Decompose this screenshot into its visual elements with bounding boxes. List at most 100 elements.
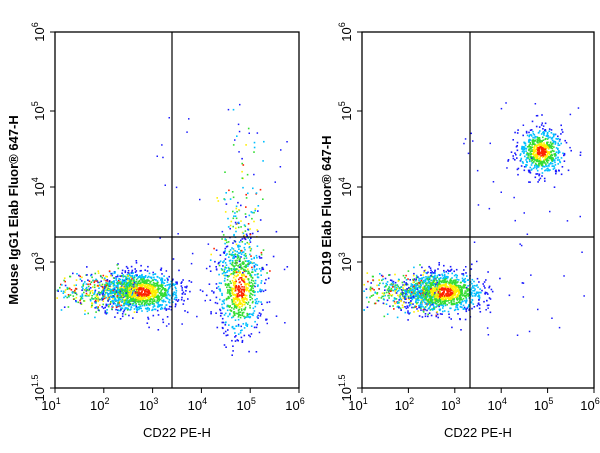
event-dot bbox=[137, 284, 139, 286]
event-dot bbox=[82, 298, 84, 300]
event-dot bbox=[415, 300, 417, 302]
event-dot bbox=[122, 313, 124, 315]
event-dot bbox=[448, 313, 450, 315]
event-dot bbox=[70, 294, 72, 296]
event-dot bbox=[260, 291, 262, 293]
event-dot bbox=[448, 297, 450, 299]
event-dot bbox=[232, 226, 234, 228]
event-dot bbox=[143, 279, 145, 281]
event-dot bbox=[220, 254, 222, 256]
event-dot bbox=[427, 300, 429, 302]
event-dot bbox=[100, 292, 102, 294]
event-dot bbox=[251, 293, 253, 295]
event-dot bbox=[183, 303, 185, 305]
event-dot bbox=[514, 132, 516, 134]
event-dot bbox=[557, 148, 559, 150]
event-dot bbox=[405, 275, 407, 277]
event-dot bbox=[141, 288, 143, 290]
event-dot bbox=[99, 294, 101, 296]
event-dot bbox=[386, 292, 388, 294]
event-dot bbox=[131, 278, 133, 280]
event-dot bbox=[511, 151, 513, 153]
event-dot bbox=[418, 297, 420, 299]
event-dot bbox=[538, 179, 540, 181]
event-dot bbox=[102, 277, 104, 279]
event-dot bbox=[162, 319, 164, 321]
event-dot bbox=[400, 309, 402, 311]
event-dot bbox=[532, 131, 534, 133]
event-dot bbox=[249, 307, 251, 309]
event-dot bbox=[235, 290, 237, 292]
event-dot bbox=[157, 285, 159, 287]
event-dot bbox=[544, 144, 546, 146]
event-dot bbox=[157, 282, 159, 284]
event-dot bbox=[97, 297, 99, 299]
event-dot bbox=[419, 286, 421, 288]
event-dot bbox=[384, 316, 386, 318]
event-dot bbox=[483, 301, 485, 303]
event-dot bbox=[434, 287, 436, 289]
event-dot bbox=[127, 291, 129, 293]
event-dot bbox=[243, 269, 245, 271]
event-dot bbox=[455, 296, 457, 298]
event-dot bbox=[102, 286, 104, 288]
event-dot bbox=[258, 205, 260, 207]
event-dot bbox=[115, 299, 117, 301]
event-dot bbox=[239, 131, 241, 133]
event-dot bbox=[233, 297, 235, 299]
event-dot bbox=[84, 310, 86, 312]
event-dot bbox=[127, 284, 129, 286]
event-dot bbox=[163, 288, 165, 290]
event-dot bbox=[367, 272, 369, 274]
event-dot bbox=[390, 290, 392, 292]
y-tick-exponent: 5 bbox=[30, 101, 40, 106]
event-dot bbox=[388, 291, 390, 293]
event-dot bbox=[99, 282, 101, 284]
event-dot bbox=[456, 269, 458, 271]
event-dot bbox=[252, 269, 254, 271]
event-dot bbox=[100, 281, 102, 283]
event-dot bbox=[115, 276, 117, 278]
event-dot bbox=[254, 291, 256, 293]
event-dot bbox=[246, 234, 248, 236]
event-dot bbox=[537, 181, 539, 183]
event-dot bbox=[242, 297, 244, 299]
event-dot bbox=[210, 270, 212, 272]
event-dot bbox=[246, 284, 248, 286]
event-dot bbox=[560, 162, 562, 164]
event-dot bbox=[73, 295, 75, 297]
event-dot bbox=[537, 147, 539, 149]
event-dot bbox=[397, 295, 399, 297]
event-dot bbox=[168, 308, 170, 310]
event-dot bbox=[181, 281, 183, 283]
event-dot bbox=[186, 131, 188, 133]
event-dot bbox=[260, 189, 262, 191]
event-dot bbox=[247, 324, 249, 326]
event-dot bbox=[95, 311, 97, 313]
event-dot bbox=[236, 208, 238, 210]
event-dot bbox=[450, 318, 452, 320]
event-dot bbox=[425, 316, 427, 318]
event-dot bbox=[139, 275, 141, 277]
event-dot bbox=[256, 192, 258, 194]
event-dot bbox=[161, 292, 163, 294]
event-dot bbox=[240, 332, 242, 334]
event-dot bbox=[116, 285, 118, 287]
event-dot bbox=[257, 317, 259, 319]
event-dot bbox=[243, 323, 245, 325]
event-dot bbox=[557, 136, 559, 138]
event-dot bbox=[443, 284, 445, 286]
event-dot bbox=[215, 266, 217, 268]
event-dot bbox=[63, 291, 65, 293]
event-dot bbox=[105, 276, 107, 278]
event-dot bbox=[243, 262, 245, 264]
event-dot bbox=[76, 273, 78, 275]
event-dot bbox=[457, 309, 459, 311]
event-dot bbox=[524, 156, 526, 158]
event-dot bbox=[231, 299, 233, 301]
event-dot bbox=[80, 303, 82, 305]
event-dot bbox=[410, 300, 412, 302]
event-dot bbox=[256, 351, 258, 353]
event-dot bbox=[114, 299, 116, 301]
event-dot bbox=[454, 303, 456, 305]
